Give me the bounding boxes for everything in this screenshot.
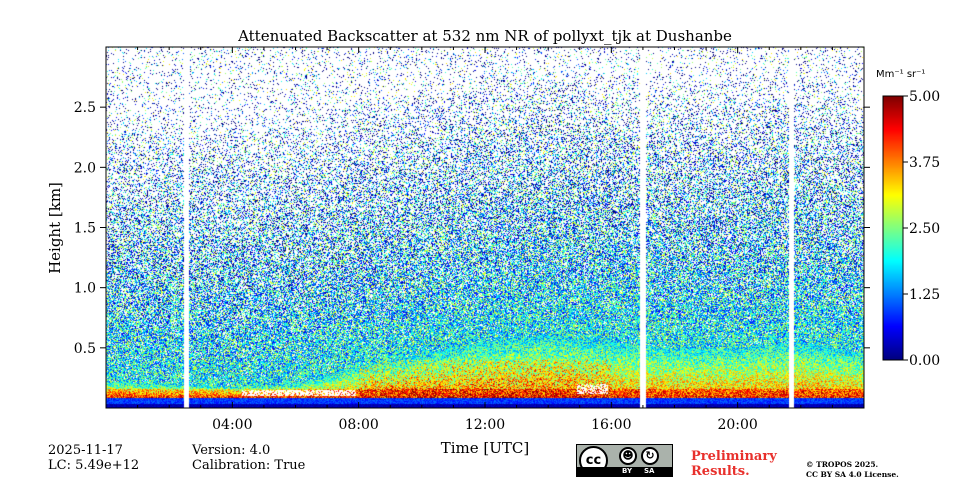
footer-lc: LC: 5.49e+12 xyxy=(48,458,140,473)
colorbar-gradient xyxy=(883,96,903,360)
x-tick-label: 20:00 xyxy=(717,417,757,433)
copyright-line1: © TROPOS 2025. xyxy=(806,460,879,469)
cc-by-sa-license-badge: cc ☻ ↻ BY SA xyxy=(576,444,673,477)
y-tick-label: 2.0 xyxy=(74,160,96,176)
y-tick-label: 1.0 xyxy=(74,281,96,297)
colorbar-ticks: 0.00 1.25 2.50 3.75 5.00 xyxy=(903,89,940,369)
x-axis: 04:00 08:00 12:00 16:00 20:00 xyxy=(137,47,833,433)
x-tick-label: 16:00 xyxy=(591,417,631,433)
footer-calibration: Calibration: True xyxy=(192,458,306,473)
x-tick-label: 04:00 xyxy=(212,417,252,433)
y-axis: 0.5 1.0 1.5 2.0 2.5 xyxy=(74,100,870,357)
colorbar-unit-label: Mm⁻¹ sr⁻¹ xyxy=(876,69,925,80)
y-axis-label: Height [km] xyxy=(46,182,64,274)
colorbar-tick-label: 3.75 xyxy=(909,155,940,171)
y-tick-label: 2.5 xyxy=(74,100,96,116)
x-tick-label: 12:00 xyxy=(465,417,505,433)
preliminary-label-line1: Preliminary xyxy=(691,449,777,464)
colorbar-tick-label: 0.00 xyxy=(909,353,940,369)
x-axis-label: Time [UTC] xyxy=(441,439,530,457)
backscatter-heatmap xyxy=(106,47,864,408)
chart-title: Attenuated Backscatter at 532 nm NR of p… xyxy=(237,27,732,45)
share-alike-icon: ↻ xyxy=(641,447,659,465)
x-tick-label: 08:00 xyxy=(338,417,378,433)
cc-sa-label: SA xyxy=(644,467,655,475)
colorbar-tick-label: 1.25 xyxy=(909,287,940,303)
cc-by-label: BY xyxy=(622,467,633,475)
colorbar-tick-label: 2.50 xyxy=(909,221,940,237)
y-tick-label: 0.5 xyxy=(74,341,96,357)
colorbar: 0.00 1.25 2.50 3.75 5.00 Mm⁻¹ sr⁻¹ xyxy=(876,69,940,369)
attribution-person-icon: ☻ xyxy=(619,447,637,465)
copyright-line2: CC BY SA 4.0 License. xyxy=(806,470,899,479)
heatmap-plot-area xyxy=(105,46,865,409)
footer-version: Version: 4.0 xyxy=(192,443,271,458)
y-tick-label: 1.5 xyxy=(74,221,96,237)
colorbar-tick-label: 5.00 xyxy=(909,89,940,105)
footer-date: 2025-11-17 xyxy=(48,443,123,458)
preliminary-label-line2: Results. xyxy=(691,464,750,479)
cc-badge-strip xyxy=(577,467,672,476)
